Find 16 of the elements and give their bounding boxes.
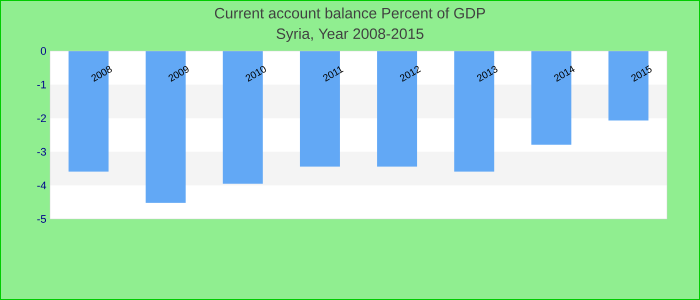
x-tick-label: 2015: [631, 65, 652, 82]
x-tick-label: 2013: [477, 66, 498, 82]
y-tick-label: -1: [37, 80, 46, 88]
x-tick-label: 2009: [168, 66, 189, 82]
x-tick-label: 2008: [91, 66, 112, 82]
y-tick-label: -2: [37, 114, 46, 122]
y-tick-label: -4: [37, 182, 46, 190]
x-tick-label: 2011: [323, 66, 344, 82]
y-tick-label: -3: [37, 148, 46, 156]
chart-title: Current account balance Percent of GDP: [214, 8, 485, 18]
chart-subtitle: Syria, Year 2008-2015: [276, 28, 424, 42]
x-tick-label: 2012: [400, 66, 421, 82]
y-tick-label: 0: [40, 47, 46, 55]
x-tick-label: 2014: [554, 66, 575, 82]
x-tick-label: 2010: [246, 66, 266, 82]
y-tick-label: -5: [37, 215, 46, 223]
